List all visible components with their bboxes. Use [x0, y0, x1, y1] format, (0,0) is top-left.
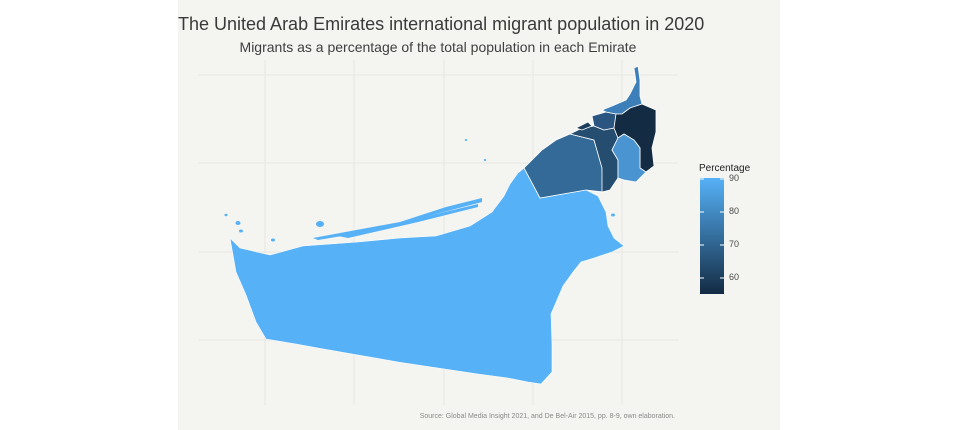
island — [224, 213, 228, 217]
island — [464, 139, 468, 141]
map-subtitle: Migrants as a percentage of the total po… — [239, 39, 637, 55]
emirate-sharjah-enclave — [611, 133, 647, 183]
island-sandbar — [338, 204, 478, 238]
island — [316, 221, 324, 227]
island — [611, 213, 615, 217]
island — [235, 221, 241, 225]
island-sandbar — [313, 198, 482, 240]
emirate-dubai — [523, 133, 605, 199]
emirate-abu-dhabi — [229, 167, 625, 385]
island — [239, 229, 243, 233]
emirate-ajman — [574, 121, 593, 131]
island — [271, 238, 275, 242]
uae-map — [198, 60, 678, 405]
island — [483, 159, 487, 161]
source-caption: Source: Global Media Insight 2021, and D… — [419, 413, 675, 420]
legend-tick-label: 80 — [729, 206, 740, 216]
legend-tick-label: 60 — [729, 272, 740, 282]
map-title: The United Arab Emirates international m… — [178, 14, 705, 34]
islands — [224, 139, 615, 242]
legend-title: Percentage — [699, 163, 751, 174]
legend-colorbar — [700, 178, 724, 294]
legend-tick-label: 70 — [729, 239, 740, 249]
legend-tick-label: 90 — [729, 173, 740, 183]
